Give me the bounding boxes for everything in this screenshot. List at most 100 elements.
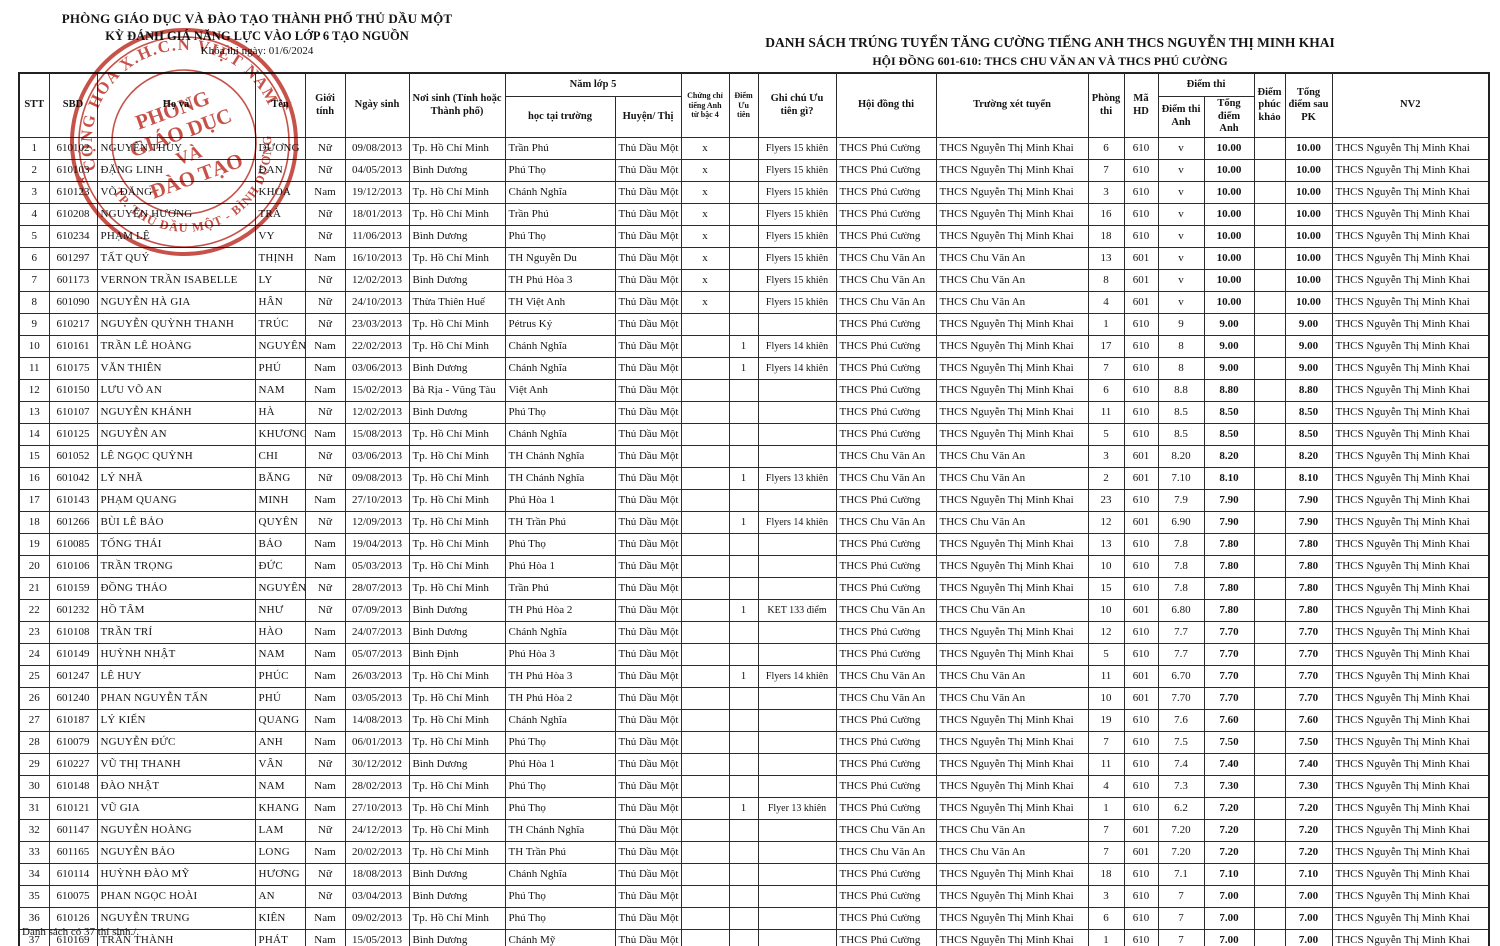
cell-nv2: THCS Nguyễn Thị Minh Khai xyxy=(1331,841,1490,864)
cell-gioi-tinh: Nữ xyxy=(304,753,346,776)
header-diem-uu-tien: Điểm Ưu tiên xyxy=(728,72,759,138)
cell-ho-va: NGUYỄN HÀ GIA xyxy=(96,291,256,314)
cell-truong-xet-tuyen: THCS Chu Văn An xyxy=(935,269,1089,292)
cell-diem-thi-anh: 7.8 xyxy=(1157,577,1205,600)
table-row: 18 601266 BÙI LÊ BẢO QUYÊN Nữ 12/09/2013… xyxy=(18,511,1490,534)
cell-ho-va: VÕ ĐĂNG xyxy=(96,181,256,204)
cell-diem-phuc-khao xyxy=(1253,489,1286,512)
cell-ho-va: NGUYỄN KHÁNH xyxy=(96,401,256,424)
cell-tong-diem-anh: 8.20 xyxy=(1203,445,1255,468)
cell-diem-uu-tien xyxy=(728,225,759,248)
cell-truong-lop5: Phú Thọ xyxy=(504,797,616,820)
cell-truong-xet-tuyen: THCS Nguyễn Thị Minh Khai xyxy=(935,313,1089,336)
cell-tong-diem-anh: 7.70 xyxy=(1203,687,1255,710)
cell-tong-diem-anh: 8.80 xyxy=(1203,379,1255,402)
cell-ma-hd: 610 xyxy=(1123,929,1159,946)
cell-huyen-thi: Thủ Dầu Một xyxy=(614,753,682,776)
cell-ghi-chu: Flyers 15 khiên xyxy=(757,269,837,292)
cell-ghi-chu: Flyers 15 khiên xyxy=(757,181,837,204)
cell-truong-lop5: TH Trần Phú xyxy=(504,511,616,534)
cell-chung-chi: x xyxy=(680,225,730,248)
cell-ghi-chu: Flyers 15 khiên xyxy=(757,247,837,270)
cell-sbd: 610108 xyxy=(48,621,98,644)
cell-ten: KHƯƠNG xyxy=(254,423,306,446)
cell-tong-diem-sau-pk: 7.80 xyxy=(1284,555,1333,578)
cell-tong-diem-sau-pk: 10.00 xyxy=(1284,159,1333,182)
cell-diem-uu-tien xyxy=(728,533,759,556)
cell-phong-thi: 3 xyxy=(1087,885,1125,908)
cell-phong-thi: 7 xyxy=(1087,841,1125,864)
cell-truong-lop5: Chánh Nghĩa xyxy=(504,357,616,380)
cell-truong-lop5: Phú Thọ xyxy=(504,731,616,754)
cell-ngay-sinh: 03/06/2013 xyxy=(344,357,410,380)
cell-chung-chi: x xyxy=(680,159,730,182)
cell-diem-uu-tien: 1 xyxy=(728,335,759,358)
cell-ngay-sinh: 20/02/2013 xyxy=(344,841,410,864)
cell-phong-thi: 10 xyxy=(1087,599,1125,622)
cell-ngay-sinh: 07/09/2013 xyxy=(344,599,410,622)
cell-tong-diem-anh: 10.00 xyxy=(1203,225,1255,248)
org-name: PHÒNG GIÁO DỤC VÀ ĐÀO TẠO THÀNH PHỐ THỦ … xyxy=(61,11,453,26)
cell-tong-diem-sau-pk: 7.90 xyxy=(1284,511,1333,534)
table-row: 14 610125 NGUYỄN AN KHƯƠNG Nam 15/08/201… xyxy=(18,423,1490,446)
cell-diem-phuc-khao xyxy=(1253,445,1286,468)
cell-stt: 23 xyxy=(18,621,50,644)
cell-truong-lop5: Phú Thọ xyxy=(504,159,616,182)
cell-noi-sinh: Bình Dương xyxy=(408,599,506,622)
cell-huyen-thi: Thủ Dầu Một xyxy=(614,489,682,512)
cell-huyen-thi: Thủ Dầu Một xyxy=(614,247,682,270)
header-noi-sinh: Nơi sinh (Tỉnh hoặc Thành phố) xyxy=(408,72,506,138)
cell-gioi-tinh: Nữ xyxy=(304,159,346,182)
header-ten: Tên xyxy=(254,72,306,138)
cell-hoi-dong: THCS Phú Cường xyxy=(835,907,937,930)
cell-ngay-sinh: 04/05/2013 xyxy=(344,159,410,182)
cell-ngay-sinh: 11/06/2013 xyxy=(344,225,410,248)
cell-ngay-sinh: 03/05/2013 xyxy=(344,687,410,710)
cell-ma-hd: 601 xyxy=(1123,599,1159,622)
cell-ngay-sinh: 19/12/2013 xyxy=(344,181,410,204)
cell-phong-thi: 2 xyxy=(1087,467,1125,490)
cell-truong-lop5: Chánh Nghĩa xyxy=(504,181,616,204)
cell-tong-diem-anh: 7.00 xyxy=(1203,885,1255,908)
cell-truong-lop5: Phú Thọ xyxy=(504,401,616,424)
cell-tong-diem-sau-pk: 7.50 xyxy=(1284,731,1333,754)
cell-ghi-chu: Flyers 15 khiên xyxy=(757,137,837,160)
cell-diem-uu-tien: 1 xyxy=(728,797,759,820)
cell-noi-sinh: Tp. Hồ Chí Minh xyxy=(408,555,506,578)
cell-stt: 13 xyxy=(18,401,50,424)
cell-huyen-thi: Thủ Dầu Một xyxy=(614,511,682,534)
table-row: 32 601147 NGUYỄN HOÀNG LAM Nữ 24/12/2013… xyxy=(18,819,1490,842)
cell-diem-thi-anh: 8 xyxy=(1157,357,1205,380)
cell-ho-va: LÝ NHÃ xyxy=(96,467,256,490)
cell-ho-va: TỐNG THÁI xyxy=(96,533,256,556)
cell-sbd: 610103 xyxy=(48,159,98,182)
cell-ghi-chu xyxy=(757,423,837,446)
cell-diem-uu-tien xyxy=(728,203,759,226)
cell-noi-sinh: Bình Dương xyxy=(408,159,506,182)
cell-ghi-chu xyxy=(757,819,837,842)
cell-truong-lop5: Phú Hòa 1 xyxy=(504,489,616,512)
cell-ghi-chu xyxy=(757,775,837,798)
cell-ngay-sinh: 28/07/2013 xyxy=(344,577,410,600)
cell-diem-uu-tien xyxy=(728,489,759,512)
cell-phong-thi: 1 xyxy=(1087,313,1125,336)
cell-ghi-chu xyxy=(757,489,837,512)
cell-ghi-chu xyxy=(757,401,837,424)
cell-sbd: 610148 xyxy=(48,775,98,798)
table-row: 10 610161 TRẦN LÊ HOÀNG NGUYÊN Nam 22/02… xyxy=(18,335,1490,358)
table-row: 20 610106 TRẦN TRỌNG ĐỨC Nam 05/03/2013 … xyxy=(18,555,1490,578)
table-row: 28 610079 NGUYỄN ĐỨC ANH Nam 06/01/2013 … xyxy=(18,731,1490,754)
cell-tong-diem-sau-pk: 10.00 xyxy=(1284,181,1333,204)
cell-hoi-dong: THCS Phú Cường xyxy=(835,731,937,754)
cell-gioi-tinh: Nam xyxy=(304,929,346,946)
table-row: 36 610126 NGUYỄN TRUNG KIÊN Nam 09/02/20… xyxy=(18,907,1490,930)
cell-diem-phuc-khao xyxy=(1253,467,1286,490)
cell-gioi-tinh: Nam xyxy=(304,379,346,402)
cell-nv2: THCS Nguyễn Thị Minh Khai xyxy=(1331,555,1490,578)
cell-sbd: 601147 xyxy=(48,819,98,842)
cell-ho-va: VĂN THIÊN xyxy=(96,357,256,380)
cell-chung-chi xyxy=(680,511,730,534)
cell-phong-thi: 6 xyxy=(1087,379,1125,402)
cell-chung-chi xyxy=(680,313,730,336)
cell-diem-thi-anh: v xyxy=(1157,291,1205,314)
